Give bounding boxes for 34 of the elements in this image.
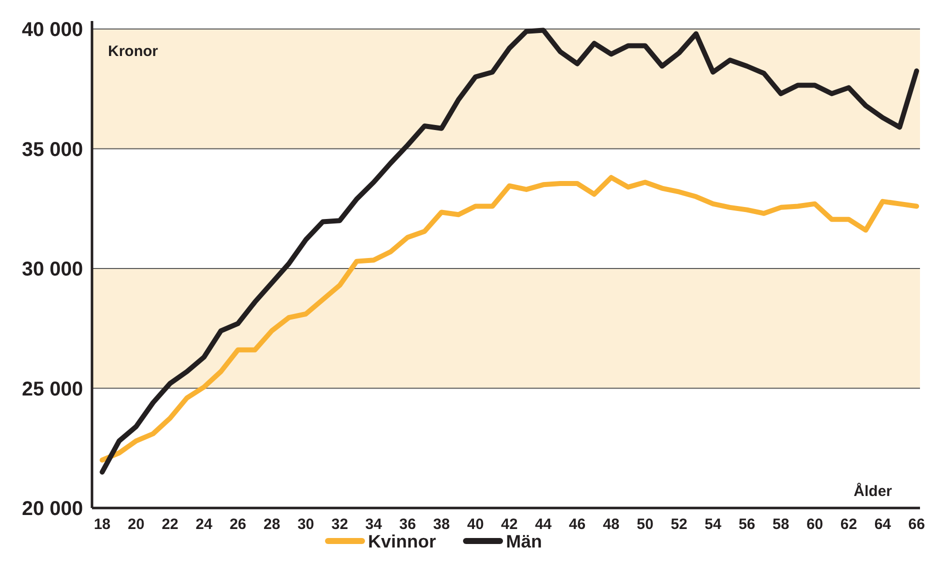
y-tick-label: 25 000 xyxy=(22,378,83,400)
y-tick-label: 30 000 xyxy=(22,258,83,280)
x-tick-label: 18 xyxy=(94,516,111,533)
x-tick-label: 44 xyxy=(534,516,552,533)
y-tick-label: 40 000 xyxy=(22,19,83,41)
x-axis-title: Ålder xyxy=(854,482,892,500)
y-tick-label: 35 000 xyxy=(22,138,83,161)
x-tick-label: 46 xyxy=(568,516,586,533)
legend-label: Män xyxy=(506,531,542,552)
x-tick-label: 54 xyxy=(704,516,722,533)
x-tick-label: 62 xyxy=(840,516,858,533)
x-tick-label: 30 xyxy=(297,516,314,533)
x-tick-label: 52 xyxy=(670,516,688,533)
x-tick-label: 42 xyxy=(501,516,518,533)
legend-label: Kvinnor xyxy=(368,531,436,552)
x-tick-label: 38 xyxy=(433,516,450,533)
x-tick-label: 40 xyxy=(467,516,484,533)
x-tick-label: 26 xyxy=(230,516,246,533)
y-tick-label: 20 000 xyxy=(22,498,83,520)
x-tick-label: 22 xyxy=(162,516,178,533)
x-tick-label: 28 xyxy=(264,516,280,533)
x-tick-label: 24 xyxy=(196,516,213,533)
x-tick-label: 50 xyxy=(636,516,654,533)
x-tick-label: 60 xyxy=(806,516,824,533)
x-tick-label: 20 xyxy=(128,516,144,533)
x-tick-label: 32 xyxy=(331,516,348,533)
x-tick-label: 34 xyxy=(365,516,383,533)
x-tick-label: 48 xyxy=(602,516,620,533)
y-axis-title: Kronor xyxy=(108,43,158,60)
x-tick-label: 64 xyxy=(874,516,892,533)
x-tick-label: 66 xyxy=(908,516,925,533)
x-tick-label: 56 xyxy=(738,516,756,533)
x-tick-label: 36 xyxy=(399,516,416,533)
x-tick-label: 58 xyxy=(772,516,790,533)
